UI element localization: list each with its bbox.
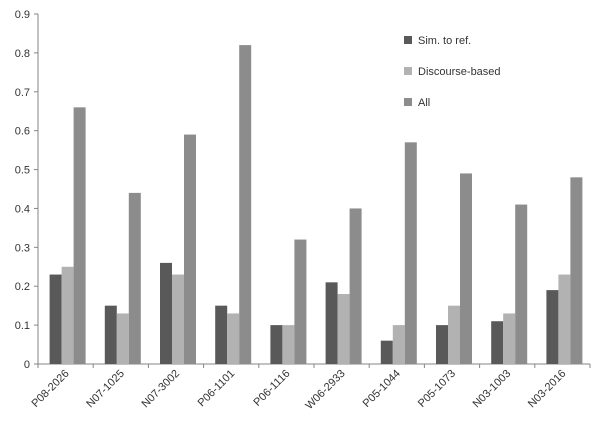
bar-sim-to-ref-p08-2026: [49, 274, 62, 364]
bar-all-p08-2026: [73, 107, 86, 364]
y-axis-labels: 0 0.1 0.2 0.3 0.4 0.5 0.6 0.7 0.8 0.9: [15, 9, 30, 371]
legend-swatch: [404, 36, 412, 44]
bar-discourse-based-w06-2933: [337, 294, 350, 364]
bar-discourse-based-n03-1003: [503, 313, 516, 364]
bar-all-p05-1044: [404, 142, 417, 364]
x-axis-labels: P08-2026 N07-1025 N07-3002 P06-1101 P06-1116…: [29, 368, 568, 412]
bar-all-p05-1073: [460, 173, 472, 364]
x-category-label: P05-1044: [361, 368, 403, 410]
y-tick-label: 0.8: [15, 48, 30, 60]
legend-swatch: [404, 67, 412, 75]
x-category-label: N07-3002: [139, 368, 182, 411]
bar-all-n03-1003: [515, 204, 528, 364]
x-category-label: N03-2016: [526, 368, 569, 411]
bar-discourse-based-p06-1101: [227, 313, 240, 364]
bar-sim-to-ref-n03-2016: [546, 290, 559, 364]
x-category-label: N07-1025: [84, 368, 127, 411]
legend-label: Discourse-based: [418, 66, 501, 78]
bar-all-n03-2016: [570, 177, 583, 364]
bar-all-n07-3002: [184, 134, 196, 364]
legend-swatch: [404, 98, 412, 106]
bar-all-n07-1025: [128, 192, 141, 364]
bar-discourse-based-p05-1073: [448, 305, 460, 364]
legend-label: All: [418, 97, 430, 109]
legend-label: Sim. to ref.: [418, 35, 471, 47]
y-tick-label: 0: [24, 359, 30, 371]
chart-legend: Sim. to ref. Discourse-based All: [404, 35, 501, 109]
y-tick-label: 0.5: [15, 165, 30, 177]
y-tick-label: 0.9: [15, 9, 30, 21]
x-category-label: P05-1073: [416, 368, 458, 410]
x-category-label: W06-2933: [303, 368, 347, 412]
y-tick-label: 0.3: [15, 242, 30, 254]
bar-sim-to-ref-n07-3002: [160, 262, 172, 364]
chart-bars: [49, 45, 583, 364]
bar-sim-to-ref-p06-1116: [270, 325, 283, 364]
bar-sim-to-ref-p06-1101: [215, 305, 228, 364]
bar-discourse-based-n07-3002: [172, 274, 184, 364]
bar-discourse-based-n07-1025: [116, 313, 129, 364]
bar-all-p06-1116: [294, 239, 307, 364]
bar-discourse-based-p08-2026: [61, 266, 74, 364]
bar-sim-to-ref-n03-1003: [491, 321, 504, 364]
x-category-label: P06-1101: [196, 368, 238, 410]
y-tick-label: 0.2: [15, 281, 30, 293]
y-tick-label: 0.1: [15, 320, 30, 332]
bar-discourse-based-p05-1044: [392, 325, 405, 364]
bar-sim-to-ref-w06-2933: [325, 282, 338, 364]
bar-all-w06-2933: [349, 208, 362, 364]
bar-discourse-based-p06-1116: [282, 325, 295, 364]
x-category-label: P06-1116: [251, 368, 292, 409]
x-category-label: P08-2026: [29, 368, 71, 410]
y-tick-label: 0.7: [15, 87, 30, 99]
bar-discourse-based-n03-2016: [558, 274, 571, 364]
bar-sim-to-ref-n07-1025: [104, 305, 117, 364]
y-tick-label: 0.4: [15, 203, 30, 215]
x-category-label: N03-1003: [471, 368, 514, 411]
bar-sim-to-ref-p05-1073: [436, 325, 448, 364]
bar-sim-to-ref-p05-1044: [380, 340, 393, 364]
bar-all-p06-1101: [239, 45, 252, 364]
y-tick-label: 0.6: [15, 126, 30, 138]
